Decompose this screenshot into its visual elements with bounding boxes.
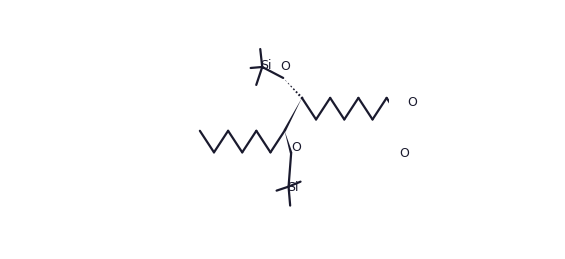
Text: O: O: [407, 96, 417, 109]
Polygon shape: [284, 98, 302, 131]
Text: O: O: [399, 147, 408, 160]
Text: Si: Si: [287, 181, 298, 194]
Text: O: O: [280, 61, 290, 74]
Text: Si: Si: [260, 59, 272, 72]
Polygon shape: [285, 131, 293, 154]
Text: O: O: [291, 141, 301, 154]
